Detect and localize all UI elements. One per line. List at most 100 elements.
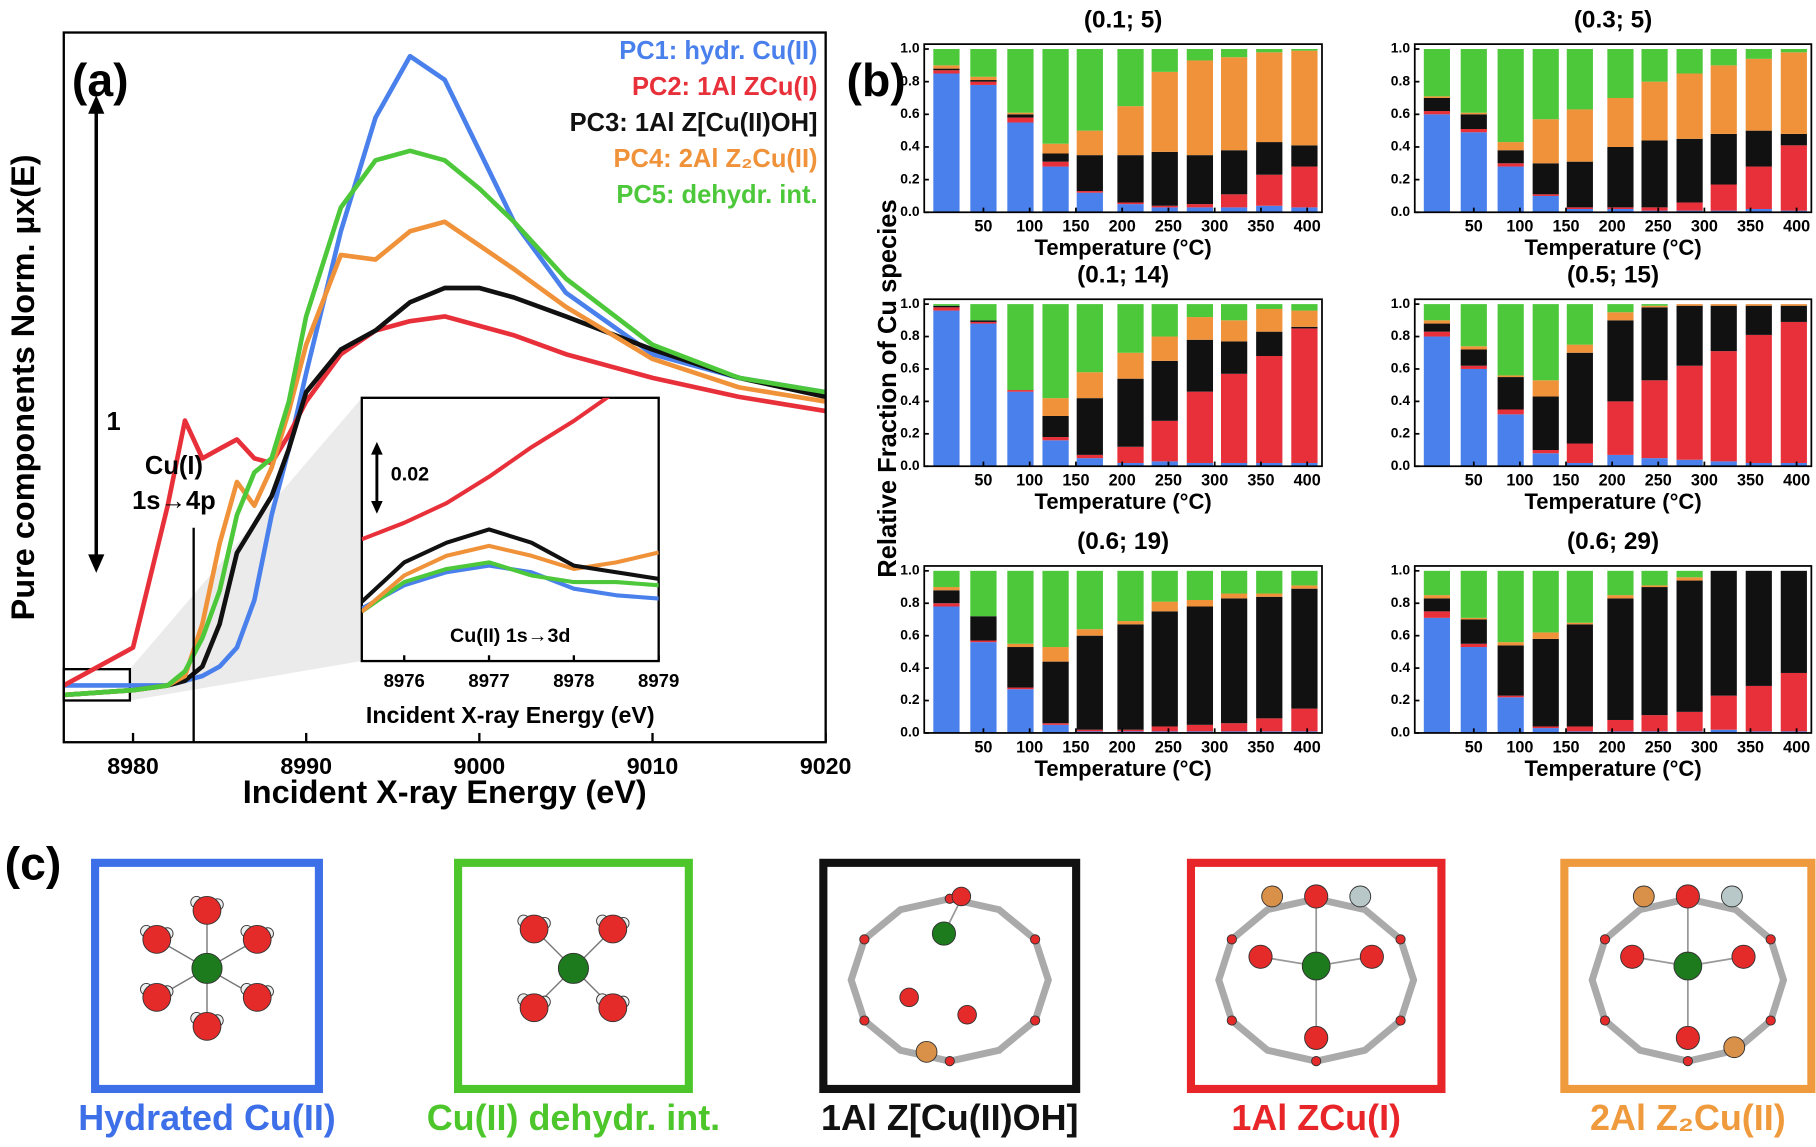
panel-label: (c): [5, 838, 62, 890]
bar-segment: [1291, 207, 1318, 213]
x-tick-label: 50: [974, 218, 992, 236]
structure-label: 2Al Z₂Cu(II): [1590, 1097, 1786, 1138]
y-tick-label: 0.2: [900, 170, 920, 186]
plot-frame: [923, 43, 1323, 214]
bar-segment: [1076, 130, 1103, 156]
bar-segment: [1423, 96, 1450, 98]
atom: [1226, 934, 1237, 945]
y-tick-label: 0.0: [900, 457, 920, 473]
bar-segment: [1532, 163, 1559, 195]
x-tick-label: 100: [1506, 472, 1533, 490]
line-series: [63, 53, 826, 688]
y-axis-label: Relative Fraction of Cu species: [874, 199, 902, 577]
bar-segment: [1151, 207, 1178, 213]
bar-segment: [1460, 647, 1487, 733]
bar-segment: [1497, 375, 1524, 378]
bar-segment: [1291, 462, 1318, 467]
bar-segment: [1291, 585, 1318, 589]
x-axis-label: Temperature (°C): [1035, 489, 1212, 514]
bar-segment: [1745, 305, 1772, 335]
bar-segment: [1710, 729, 1737, 733]
bar-segment: [1042, 153, 1069, 162]
bar-segment: [1291, 328, 1318, 463]
bar-segment: [1497, 304, 1524, 376]
plot-frame: [923, 298, 1323, 468]
bar-segment: [1186, 570, 1214, 601]
bar-segment: [1460, 643, 1487, 648]
bar-segment: [1497, 49, 1524, 143]
bar-segment: [1676, 202, 1703, 211]
bar-segment: [1566, 624, 1593, 727]
bar-segment: [1566, 726, 1593, 732]
bar-segment: [1117, 304, 1144, 353]
x-axis-label: Temperature (°C): [1035, 756, 1212, 781]
bar-segment: [1607, 570, 1634, 596]
atom: [557, 952, 589, 984]
bar-segment: [1076, 191, 1103, 193]
bar-segment: [1186, 155, 1214, 205]
atom: [1675, 884, 1700, 909]
bar-segment: [970, 80, 997, 82]
bar-segment: [1007, 114, 1034, 118]
bar-segment: [1076, 729, 1103, 732]
x-tick-label: 400: [1783, 738, 1810, 756]
bar-segment: [1186, 391, 1214, 463]
x-tick-label: 200: [1599, 218, 1626, 236]
plot-frame: [62, 31, 827, 744]
annotation: 1s→4p: [132, 487, 216, 515]
bar-segment: [1117, 202, 1144, 205]
bar-segment: [1497, 695, 1524, 698]
y-tick-label: 0.2: [1391, 424, 1411, 440]
bar-segment: [1007, 122, 1034, 213]
atom: [192, 895, 222, 925]
bar-segment: [1151, 611, 1178, 727]
y-tick-label: 1.0: [1391, 40, 1411, 56]
bar-segment: [1566, 161, 1593, 208]
bar-segment: [1676, 577, 1703, 581]
bar-segment: [1076, 49, 1103, 131]
bar-segment: [1780, 305, 1807, 322]
bar-segment: [970, 84, 997, 213]
bar-segment: [1007, 647, 1034, 688]
bar-segment: [1745, 58, 1772, 131]
atom: [142, 982, 172, 1012]
bar-segment: [1186, 606, 1214, 725]
bar-segment: [1780, 133, 1807, 146]
bar-segment: [1641, 49, 1668, 82]
zoom-shade: [129, 397, 362, 701]
bar-segment: [1497, 377, 1524, 410]
chart-title: (0.1; 14): [1077, 261, 1169, 288]
line-series: [361, 560, 659, 614]
bar-segment: [1007, 391, 1034, 467]
x-tick-label: 150: [1552, 218, 1579, 236]
bar-segment: [1745, 462, 1772, 467]
x-tick-label: 100: [1016, 218, 1043, 236]
bar-segment: [1497, 570, 1524, 643]
line-series: [63, 314, 826, 688]
bar-segment: [1291, 588, 1318, 709]
bar-segment: [1641, 81, 1668, 141]
bar-segment: [1780, 304, 1807, 306]
plot-frame: [1413, 298, 1813, 468]
x-tick-label: 350: [1737, 218, 1764, 236]
bar-segment: [1676, 365, 1703, 460]
atom: [1226, 1015, 1237, 1026]
bar-segment: [1607, 401, 1634, 455]
x-tick-label: 400: [1294, 218, 1321, 236]
y-tick-label: 0.8: [900, 327, 920, 343]
y-tick-label: 0.0: [900, 203, 920, 219]
chart-title: (0.5; 15): [1567, 261, 1659, 288]
bar-segment: [1745, 685, 1772, 732]
bar-segment: [1256, 331, 1283, 356]
bar-segment: [1532, 119, 1559, 164]
bar-segment: [1007, 643, 1034, 648]
bar-segment: [1151, 151, 1178, 206]
bar-segment: [1186, 724, 1214, 732]
bar-segment: [1607, 595, 1634, 599]
bar-segment: [1007, 117, 1034, 123]
line-series: [361, 397, 611, 542]
y-tick-label: 0.4: [900, 659, 920, 675]
x-tick-label: 100: [1016, 472, 1043, 490]
bar-segment: [1460, 368, 1487, 467]
y-tick-label: 1.0: [900, 295, 920, 311]
